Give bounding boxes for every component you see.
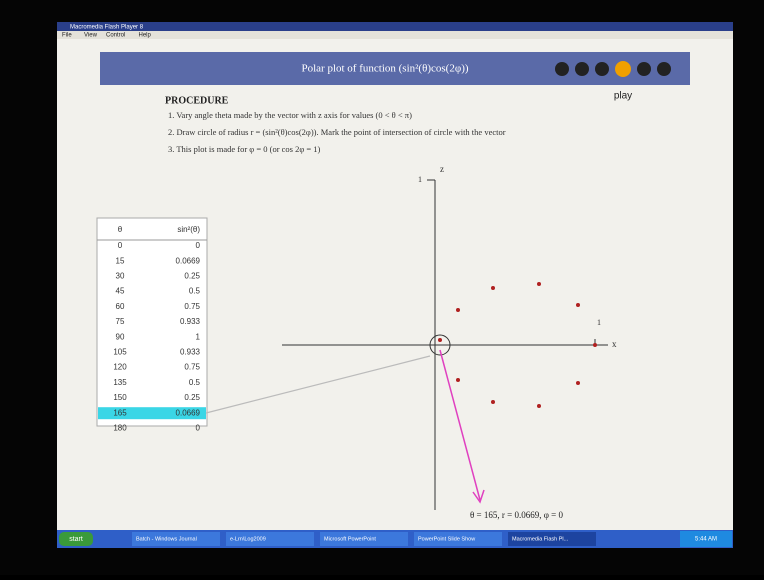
- point: [537, 404, 541, 408]
- z-tick-label: 1: [418, 175, 422, 184]
- task-label: Batch - Windows Journal: [136, 536, 197, 542]
- cell: 60: [116, 302, 125, 311]
- task-button[interactable]: [226, 532, 314, 546]
- forward-button[interactable]: [637, 62, 651, 76]
- cell: 45: [116, 287, 125, 296]
- point: [593, 343, 597, 347]
- title-bar: [57, 22, 733, 31]
- task-label: e-Lrn\Log2009: [230, 536, 266, 542]
- task-button[interactable]: [132, 532, 220, 546]
- cell: 120: [113, 363, 127, 372]
- cell: 0.933: [180, 348, 201, 357]
- start-label: start: [69, 536, 83, 543]
- x-label: x: [612, 339, 617, 349]
- cell: 90: [116, 332, 125, 341]
- radius-circle: [429, 334, 451, 356]
- cell: 0: [196, 241, 201, 250]
- cell: 0.5: [189, 378, 201, 387]
- vector-arrowhead: [472, 489, 485, 504]
- step: 2. Draw circle of radius r = (sin²(θ)cos…: [168, 127, 506, 137]
- clock: 5:44 AM: [695, 537, 717, 543]
- play-label: play: [614, 91, 632, 102]
- cell: 0.5: [189, 287, 201, 296]
- point: [491, 400, 495, 404]
- window-title: Macromedia Flash Player 8: [70, 25, 144, 31]
- cell: 0.25: [184, 393, 200, 402]
- point: [576, 303, 580, 307]
- procedure-heading: PROCEDURE: [165, 95, 229, 106]
- step: 1. Vary angle theta made by the vector w…: [168, 110, 412, 120]
- cell: 15: [116, 256, 125, 265]
- task-items: Batch - Windows Journal e-Lrn\Log2009 Micr…: [132, 532, 596, 546]
- cell: 0.933: [180, 317, 201, 326]
- banner-title: Polar plot of function (sin²(θ)cos(2φ)): [301, 63, 468, 75]
- cell: 0: [196, 424, 201, 433]
- cell: 1: [196, 332, 201, 341]
- last-button[interactable]: [657, 62, 671, 76]
- step: 3. This plot is made for φ = 0 (or cos 2…: [168, 144, 321, 154]
- point: [576, 381, 580, 385]
- cell: 135: [113, 378, 127, 387]
- x-tick-label: 1: [597, 318, 601, 327]
- menu-item[interactable]: File: [62, 33, 72, 39]
- vector-arrow: [439, 349, 481, 501]
- status-text: θ = 165, r = 0.0669, φ = 0: [470, 510, 563, 520]
- cell: 0.0669: [176, 408, 201, 417]
- table-body: θ sin²(θ) 0 0 15 0.0669 30 0.25 45 0.5 60 0.75 75 0.9…: [113, 225, 200, 432]
- cell: 0.75: [184, 302, 200, 311]
- tray: [680, 531, 732, 547]
- play-button[interactable]: [615, 61, 631, 77]
- task-button[interactable]: [414, 532, 502, 546]
- cell: 105: [113, 348, 127, 357]
- point: [438, 338, 442, 342]
- point: [456, 308, 460, 312]
- table: [96, 217, 208, 427]
- cell: 30: [116, 272, 125, 281]
- task-label: Microsoft PowerPoint: [324, 536, 376, 542]
- menu-bar: [57, 31, 733, 39]
- cell: 75: [116, 317, 125, 326]
- menu-item[interactable]: Help: [139, 33, 152, 39]
- cell: 0.0669: [176, 256, 201, 265]
- plot-points: [438, 282, 597, 408]
- first-button[interactable]: [555, 62, 569, 76]
- header-cell: sin²(θ): [177, 225, 200, 234]
- menu: File View Control Help: [62, 33, 152, 39]
- banner: [100, 52, 690, 85]
- plot: z x 1 1 θ = 165, r = 0.0669, φ = 0: [205, 164, 617, 520]
- stop-button[interactable]: [595, 62, 609, 76]
- z-label: z: [440, 164, 444, 174]
- point: [491, 286, 495, 290]
- header-cell: θ: [118, 225, 123, 234]
- player-controls: [555, 61, 671, 77]
- pointer-arrow: [205, 355, 431, 414]
- task-label: Macromedia Flash Pl...: [512, 536, 569, 542]
- cell: 0.75: [184, 363, 200, 372]
- menu-item[interactable]: View: [84, 33, 98, 39]
- highlighted-row: [98, 407, 206, 420]
- task-button[interactable]: [508, 532, 596, 546]
- cell: 150: [113, 393, 127, 402]
- task-label: PowerPoint Slide Show: [418, 536, 475, 542]
- cell: 0.25: [184, 272, 200, 281]
- task-button[interactable]: [320, 532, 408, 546]
- start-button[interactable]: [59, 532, 93, 546]
- cell: 165: [113, 408, 127, 417]
- cell: 0: [118, 241, 123, 250]
- cell: 180: [113, 424, 127, 433]
- point: [456, 378, 460, 382]
- menu-item[interactable]: Control: [106, 33, 125, 39]
- point: [537, 282, 541, 286]
- rewind-button[interactable]: [575, 62, 589, 76]
- steps: 1. Vary angle theta made by the vector w…: [168, 110, 506, 154]
